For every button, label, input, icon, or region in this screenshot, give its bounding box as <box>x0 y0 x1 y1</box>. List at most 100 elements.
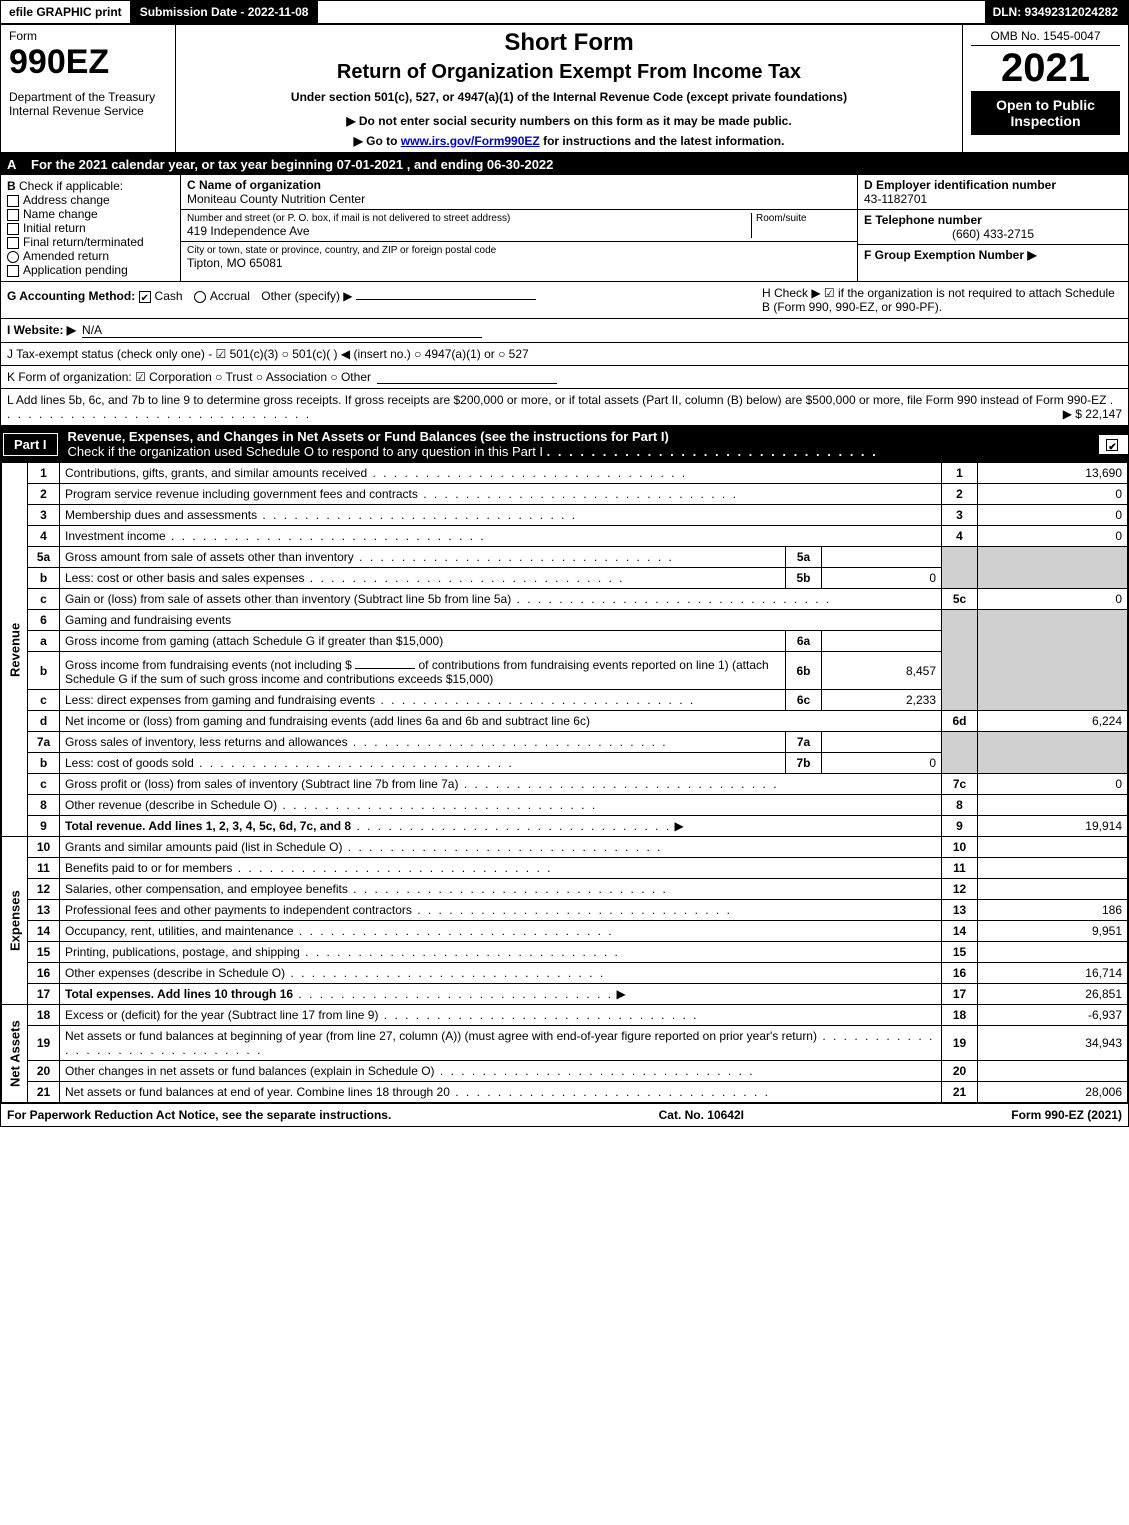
lbl-amended-return: Amended return <box>23 249 109 263</box>
l18-text: Excess or (deficit) for the year (Subtra… <box>65 1008 378 1022</box>
l5b-subval: 0 <box>822 568 942 589</box>
line-14: 14 Occupancy, rent, utilities, and maint… <box>2 921 1128 942</box>
l9-col: 9 <box>942 816 978 837</box>
l7a-subnum: 7a <box>786 732 822 753</box>
open-public-box: Open to Public Inspection <box>971 91 1120 135</box>
chk-cash[interactable] <box>139 291 151 303</box>
l5c-dots <box>511 592 831 606</box>
line-5c: c Gain or (loss) from sale of assets oth… <box>2 589 1128 610</box>
l5ab-shade <box>942 547 978 589</box>
l16-num: 16 <box>28 963 60 984</box>
top-bar: efile GRAPHIC print Submission Date - 20… <box>1 1 1128 25</box>
l4-num: 4 <box>28 526 60 547</box>
l7ab-shade <box>942 732 978 774</box>
phone-value: (660) 433-2715 <box>864 227 1122 241</box>
l5a-text: Gross amount from sale of assets other t… <box>65 550 354 564</box>
other-specify-field[interactable] <box>356 286 536 300</box>
l3-text: Membership dues and assessments <box>65 508 257 522</box>
l6a-num: a <box>28 631 60 652</box>
l10-dots <box>342 840 662 854</box>
l10-text: Grants and similar amounts paid (list in… <box>65 840 342 854</box>
lbl-application-pending: Application pending <box>23 263 128 277</box>
chk-address-change[interactable] <box>7 195 19 207</box>
l16-col: 16 <box>942 963 978 984</box>
l6c-num: c <box>28 690 60 711</box>
l17-col: 17 <box>942 984 978 1005</box>
l17-num: 17 <box>28 984 60 1005</box>
line-1: Revenue 1 Contributions, gifts, grants, … <box>2 463 1128 484</box>
line-10: Expenses 10 Grants and similar amounts p… <box>2 837 1128 858</box>
line-7a: 7a Gross sales of inventory, less return… <box>2 732 1128 753</box>
line-21: 21 Net assets or fund balances at end of… <box>2 1082 1128 1103</box>
part-1-title-wrap: Revenue, Expenses, and Changes in Net As… <box>64 426 1098 462</box>
form-number: 990EZ <box>9 43 167 82</box>
submission-date-label: Submission Date - 2022-11-08 <box>132 1 319 23</box>
l5b-subnum: 5b <box>786 568 822 589</box>
l4-col: 4 <box>942 526 978 547</box>
part-1-sub: Check if the organization used Schedule … <box>68 444 544 459</box>
row-j: J Tax-exempt status (check only one) - ☑… <box>1 343 1128 366</box>
l3-num: 3 <box>28 505 60 526</box>
l7b-num: b <box>28 753 60 774</box>
line-4: 4 Investment income 4 0 <box>2 526 1128 547</box>
lbl-address-change: Address change <box>23 193 110 207</box>
chk-amended-return[interactable] <box>7 251 19 263</box>
l12-num: 12 <box>28 879 60 900</box>
l14-dots <box>294 924 614 938</box>
l7a-dots <box>348 735 668 749</box>
part-1-checkbox[interactable] <box>1106 439 1118 451</box>
l9-amount: 19,914 <box>978 816 1128 837</box>
row-k-text: K Form of organization: ☑ Corporation ○ … <box>7 370 371 384</box>
l19-amount: 34,943 <box>978 1026 1128 1061</box>
line-12: 12 Salaries, other compensation, and emp… <box>2 879 1128 900</box>
entity-block: B Check if applicable: Address change Na… <box>1 175 1128 282</box>
l16-dots <box>285 966 605 980</box>
l6a-text: Gross income from gaming (attach Schedul… <box>65 634 443 648</box>
l5b-dots <box>304 571 624 585</box>
efile-print-button[interactable]: efile GRAPHIC print <box>1 1 132 23</box>
l8-dots <box>277 798 597 812</box>
l5ab-shade-amt <box>978 547 1128 589</box>
chk-initial-return[interactable] <box>7 223 19 235</box>
netassets-label: Net Assets <box>2 1005 28 1103</box>
l8-text: Other revenue (describe in Schedule O) <box>65 798 277 812</box>
header-right: OMB No. 1545-0047 2021 Open to Public In… <box>963 25 1128 152</box>
line-9: 9 Total revenue. Add lines 1, 2, 3, 4, 5… <box>2 816 1128 837</box>
l1-col: 1 <box>942 463 978 484</box>
org-city: Tipton, MO 65081 <box>187 256 851 270</box>
l12-amount <box>978 879 1128 900</box>
line-11: 11 Benefits paid to or for members 11 <box>2 858 1128 879</box>
l6c-text: Less: direct expenses from gaming and fu… <box>65 693 375 707</box>
row-a-text: For the 2021 calendar year, or tax year … <box>31 157 553 172</box>
l7a-subval <box>822 732 942 753</box>
chk-final-return[interactable] <box>7 237 19 249</box>
l10-amount <box>978 837 1128 858</box>
l5c-num: c <box>28 589 60 610</box>
l8-num: 8 <box>28 795 60 816</box>
row-l: L Add lines 5b, 6c, and 7b to line 9 to … <box>1 389 1128 426</box>
l7b-dots <box>194 756 514 770</box>
line-6: 6 Gaming and fundraising events <box>2 610 1128 631</box>
chk-accrual[interactable] <box>194 291 206 303</box>
l15-dots <box>300 945 620 959</box>
l6d-text: Net income or (loss) from gaming and fun… <box>65 714 590 728</box>
k-other-field[interactable] <box>377 370 557 384</box>
chk-application-pending[interactable] <box>7 265 19 277</box>
l21-text: Net assets or fund balances at end of ye… <box>65 1085 450 1099</box>
l19-col: 19 <box>942 1026 978 1061</box>
l7a-text: Gross sales of inventory, less returns a… <box>65 735 348 749</box>
l20-dots <box>435 1064 755 1078</box>
row-l-text: L Add lines 5b, 6c, and 7b to line 9 to … <box>7 393 1106 407</box>
l6b-num: b <box>28 652 60 690</box>
irs-link[interactable]: www.irs.gov/Form990EZ <box>401 134 540 148</box>
note-link-post: for instructions and the latest informat… <box>540 134 785 148</box>
l1-num: 1 <box>28 463 60 484</box>
chk-name-change[interactable] <box>7 209 19 221</box>
l15-text: Printing, publications, postage, and shi… <box>65 945 300 959</box>
revenue-label: Revenue <box>2 463 28 837</box>
l6b-blank[interactable] <box>355 655 415 669</box>
l3-dots <box>257 508 577 522</box>
l20-amount <box>978 1061 1128 1082</box>
l19-num: 19 <box>28 1026 60 1061</box>
l7ab-shade-amt <box>978 732 1128 774</box>
